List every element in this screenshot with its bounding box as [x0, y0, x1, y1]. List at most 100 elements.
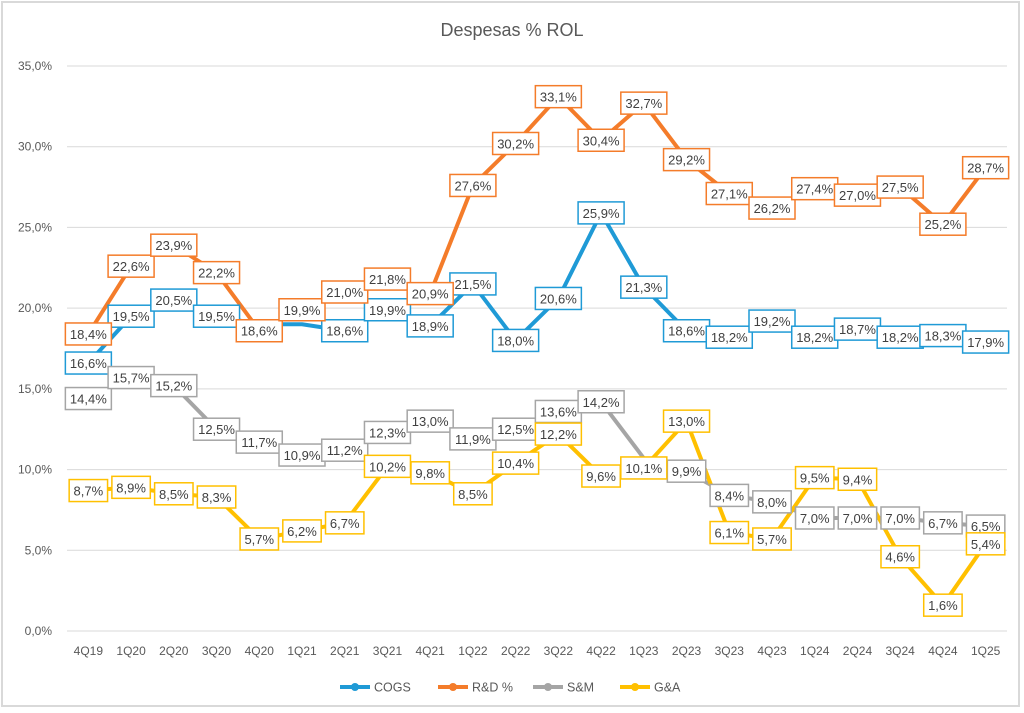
data-label-text: 21,0% [326, 285, 363, 300]
data-label-text: 13,0% [668, 414, 705, 429]
data-label-text: 19,2% [754, 314, 791, 329]
data-label-text: 4,6% [885, 550, 915, 565]
data-label-text: 20,6% [540, 291, 577, 306]
legend-label: G&A [654, 681, 681, 695]
data-label-box [324, 511, 365, 535]
data-label-box [150, 373, 198, 398]
data-label-text: 13,0% [412, 414, 449, 429]
y-tick-label: 0,0% [25, 624, 53, 638]
data-label-text: 6,1% [714, 526, 744, 541]
y-tick-label: 30,0% [18, 140, 52, 154]
data-label-text: 19,5% [113, 309, 150, 324]
legend-item[interactable]: S&M [533, 681, 594, 695]
data-label-text: 27,1% [711, 187, 748, 202]
data-label: 5,4% [965, 532, 1006, 556]
data-label-text: 27,5% [882, 180, 919, 195]
data-label-box [406, 314, 454, 338]
data-label-box [662, 409, 711, 433]
data-label-box [410, 461, 451, 485]
legend-label: COGS [374, 681, 411, 695]
data-label: 12,2% [534, 422, 583, 446]
data-label: 22,2% [192, 260, 241, 285]
data-label-box [107, 304, 155, 328]
data-label-text: 25,2% [924, 217, 961, 232]
data-label-box [705, 325, 754, 349]
data-label-text: 19,5% [198, 309, 235, 324]
data-label-box [919, 212, 967, 236]
data-label-text: 22,2% [198, 266, 235, 281]
data-label: 20,9% [406, 281, 454, 306]
data-label-box [150, 288, 198, 312]
y-tick-label: 5,0% [25, 543, 53, 557]
data-label: 23,9% [150, 233, 198, 257]
data-label: 8,5% [153, 482, 194, 506]
data-label-box [64, 351, 113, 375]
data-label-box [577, 390, 625, 414]
data-label-box [320, 280, 369, 304]
data-label: 10,9% [278, 443, 326, 467]
data-label: 6,1% [709, 520, 750, 545]
data-label-text: 7,0% [885, 511, 915, 526]
y-tick-label: 20,0% [18, 301, 52, 315]
legend-marker [631, 683, 639, 691]
data-label-text: 15,7% [113, 371, 150, 386]
data-label: 4,6% [880, 544, 921, 569]
data-label-text: 18,6% [326, 324, 363, 339]
data-label-text: 5,4% [971, 537, 1001, 552]
data-label-text: 8,5% [159, 487, 189, 502]
data-label-text: 8,3% [202, 490, 232, 505]
data-label: 12,3% [363, 420, 412, 445]
data-label: 25,9% [577, 201, 625, 225]
data-label-box [491, 328, 540, 353]
data-label: 19,5% [192, 304, 241, 328]
data-label-text: 1,6% [928, 598, 958, 613]
data-label-box [922, 593, 963, 617]
data-label-text: 25,9% [583, 206, 620, 221]
y-tick-label: 10,0% [18, 463, 52, 477]
data-label-text: 18,0% [497, 333, 534, 348]
x-tick-label: 1Q22 [458, 644, 488, 658]
data-label-text: 9,5% [800, 471, 830, 486]
data-label: 8,9% [111, 475, 152, 500]
data-label-box [363, 298, 412, 322]
data-label: 7,0% [880, 506, 921, 530]
data-label: 15,7% [107, 365, 155, 390]
data-label: 27,5% [876, 175, 924, 199]
data-label-box [491, 131, 540, 156]
legend-item[interactable]: G&A [620, 681, 681, 695]
data-label: 18,2% [790, 325, 839, 349]
x-tick-label: 4Q21 [416, 644, 446, 658]
x-tick-label: 4Q24 [928, 644, 958, 658]
y-axis-ticks: 0,0% 5,0% 10,0% 15,0% 20,0% 25,0% 30,0% 35,0% [18, 59, 52, 638]
data-label-box [620, 456, 668, 480]
data-label-text: 26,2% [754, 201, 791, 216]
data-label-text: 10,9% [284, 448, 321, 463]
data-label: 27,4% [790, 176, 839, 201]
legend-item[interactable]: R&D % [438, 681, 513, 695]
data-label-text: 12,2% [540, 427, 577, 442]
data-label: 21,5% [449, 272, 497, 296]
data-label-text: 10,4% [497, 456, 534, 471]
legend-marker [351, 683, 359, 691]
data-label-text: 33,1% [540, 90, 577, 105]
data-label-text: 18,9% [412, 319, 449, 334]
legend-item[interactable]: COGS [340, 681, 411, 695]
data-label-text: 32,7% [625, 96, 662, 111]
data-label: 13,0% [406, 409, 454, 433]
data-label-box [748, 196, 796, 220]
data-label: 21,0% [320, 280, 369, 304]
data-label-text: 23,9% [155, 238, 192, 253]
data-label: 20,6% [534, 286, 583, 311]
data-label-box [880, 544, 921, 569]
data-label: 10,1% [620, 456, 668, 480]
data-label-text: 20,9% [412, 287, 449, 302]
data-label: 6,7% [324, 511, 365, 535]
data-label: 18,9% [406, 314, 454, 338]
data-label: 18,2% [876, 325, 924, 349]
data-label: 7,0% [794, 506, 835, 530]
data-label-box [107, 254, 155, 278]
data-label-text: 6,7% [330, 516, 360, 531]
data-label-box [192, 417, 241, 441]
data-label-text: 13,6% [540, 404, 577, 419]
